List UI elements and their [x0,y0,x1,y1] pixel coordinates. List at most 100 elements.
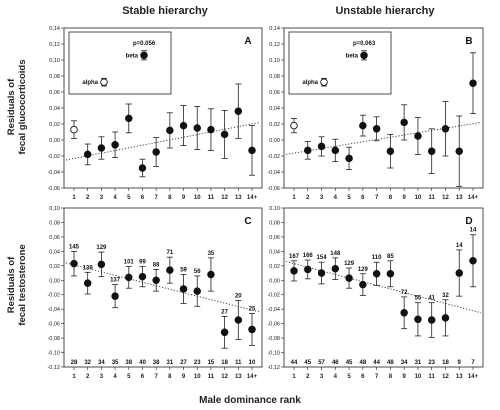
x-tick-label: 11 [429,374,436,380]
n-label-top: 56 [194,269,201,275]
data-point [125,273,133,282]
data-point [70,259,78,268]
inset-beta-point [360,51,368,60]
x-tick-label: 4 [113,195,117,201]
x-tick-label: 13 [235,374,242,380]
x-tick-label: 9 [182,195,186,201]
n-label-bottom: 31 [167,360,174,366]
y-tick-label: -0,10 [47,351,60,357]
col-title-unstable: Unstable hierarchy [335,5,435,17]
n-label-top: 129 [358,267,369,273]
data-point [111,141,119,149]
y-tick-label: -0,12 [267,365,280,371]
n-label-top: 101 [124,260,135,266]
y-tick-label: 0,02 [49,122,60,128]
n-label-top: 139 [83,265,94,271]
n-label-bottom: 35 [112,360,119,366]
n-label-bottom: 40 [139,360,146,366]
x-tick-label: 8 [389,195,393,201]
n-label-top: 71 [167,250,174,256]
y-tick-label: -0,06 [47,322,60,328]
x-tick-label: 7 [375,195,379,201]
x-tick-label: 5 [127,195,131,201]
data-point [152,276,160,285]
inset-beta-label: beta [126,53,139,59]
panel-b: -0,06 -0,04 -0,02 0,00 0,02 0,04 0,06 0,08 0,10 0… [267,26,484,201]
y-tick-label: 0,02 [49,264,60,270]
n-label-top: 41 [428,296,435,302]
n-label-bottom: 10 [249,360,256,366]
ylabel-gc-line1: Residuals of [6,78,17,135]
data-point [138,272,147,281]
x-tick-label: 2 [306,195,310,201]
trend-line [285,121,482,155]
y-tick-label: 0,02 [269,264,280,270]
n-label-bottom: 48 [387,360,394,366]
ylabel-t-line1: Residuals of [6,256,17,313]
data-point [372,125,381,133]
n-label-bottom: 9 [458,360,462,366]
data-point [220,130,229,139]
x-tick-label: 7 [375,374,379,380]
n-label-bottom: 48 [360,360,367,366]
x-tick-label: 7 [154,195,158,201]
n-label-top: 55 [415,296,422,302]
n-label-bottom: 7 [471,360,475,366]
data-point [317,269,326,277]
y-tick-label: 0,00 [269,278,280,284]
data-point [290,267,298,275]
y-tick-label: -0,02 [267,293,280,299]
data-point [207,125,215,134]
x-tick-label: 12 [442,195,449,201]
plot-frame [283,207,484,368]
y-tick-label: 0,06 [269,235,280,241]
y-tick-label: 0,14 [269,26,280,32]
inset-beta-label: beta [346,53,359,59]
n-label-bottom: 44 [291,360,298,366]
data-point [234,107,243,115]
ylabel-gc-line2: fecal glucocorticoids [17,59,28,154]
x-tick-label: 5 [127,374,131,380]
data-point [111,292,119,300]
y-tick-label: 0,10 [269,58,280,64]
y-tick-label: 0,08 [269,74,280,80]
n-label-bottom: 57 [318,360,325,366]
x-tick-label: 2 [86,195,90,201]
x-tick-label: 12 [442,374,449,380]
panel-d: -0,12 -0,10 -0,08 -0,06 -0,04 -0,02 0,00 0,02 0,… [267,206,484,380]
panel-label-b: B [465,36,472,47]
y-tick-label: 0,08 [49,220,60,226]
n-label-top: 27 [221,309,228,315]
y-tick-label: 0,10 [49,206,60,212]
y-tick-label: 0,02 [269,122,280,128]
data-point [97,260,106,269]
data-point [207,270,215,279]
data-point [166,126,174,135]
data-point [304,265,312,274]
x-tick-label: 6 [141,374,145,380]
panel-a: -0,06 -0,04 -0,02 0,00 0,02 0,04 0,06 0,08 0,10 0… [47,26,263,201]
data-point [414,132,422,140]
n-label-bottom: 23 [194,360,201,366]
n-label-top: 20 [235,294,242,300]
y-tick-label: -0,06 [267,186,280,192]
y-tick-label: 0,06 [269,90,280,96]
data-point [455,147,463,155]
data-point [427,147,436,155]
data-point [125,114,133,123]
y-tick-label: -0,02 [47,154,60,160]
data-point [83,150,92,159]
x-tick-label: 11 [208,374,215,380]
inset-alpha-label: alpha [302,80,318,86]
data-point [345,154,353,163]
data-point [193,287,201,295]
n-label-top: 110 [372,255,382,261]
x-tick-label: 1 [72,195,76,201]
n-label-bottom: 44 [373,360,380,366]
y-tick-label: -0,04 [267,170,280,176]
n-label-top: 154 [317,255,328,261]
n-label-bottom: 23 [428,360,435,366]
data-point [304,146,312,155]
n-label-top: 137 [110,278,121,284]
x-tick-label: 9 [402,374,406,380]
